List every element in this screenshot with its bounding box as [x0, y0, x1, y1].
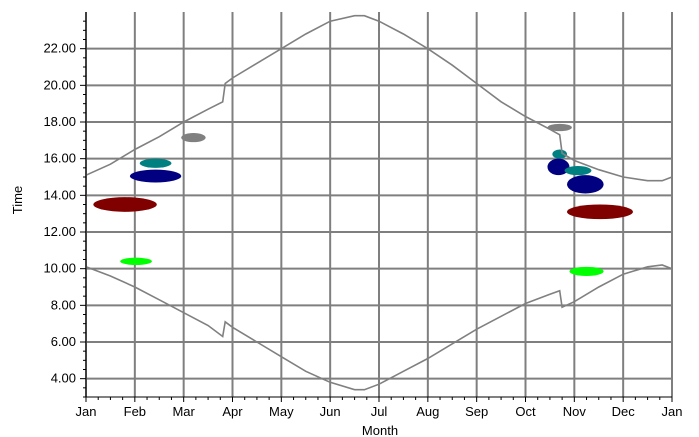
y-tick-label: 12.00 — [43, 224, 76, 239]
data-blob — [552, 149, 568, 159]
x-tick-label: Apr — [222, 404, 243, 419]
series-line — [85, 264, 673, 391]
x-tick-label: Mar — [172, 404, 195, 419]
data-blob — [139, 158, 172, 168]
data-blob — [181, 133, 206, 143]
x-tick-label: Jul — [371, 404, 388, 419]
x-tick-label: Feb — [124, 404, 146, 419]
x-tick-labels: Jan Feb Mar Apr May Jun Jul Aug Sep Oct Nov Dec Jan — [76, 404, 683, 419]
data-blob — [120, 257, 152, 266]
y-tick-label: 14.00 — [43, 187, 76, 202]
y-tick-label: 18.00 — [43, 114, 76, 129]
series-lines — [85, 14, 673, 391]
x-tick-label: Oct — [515, 404, 536, 419]
x-axis-label: Month — [362, 423, 398, 437]
y-tick-label: 22.00 — [43, 41, 76, 56]
y-tick-label: 16.00 — [43, 151, 76, 166]
data-blob — [547, 158, 570, 176]
x-tick-label: Jan — [662, 404, 683, 419]
data-blob — [569, 266, 604, 276]
y-axis-label: Time — [10, 186, 25, 214]
data-blobs — [93, 123, 633, 276]
y-tick-label: 20.00 — [43, 77, 76, 92]
x-tick-label: Jan — [76, 404, 97, 419]
data-blob — [567, 175, 604, 194]
x-tick-label: May — [269, 404, 294, 419]
data-blob — [93, 197, 157, 212]
chart-grid — [85, 12, 673, 397]
y-tick-label: 4.00 — [51, 371, 76, 386]
data-blob — [129, 169, 182, 183]
data-blob — [547, 123, 572, 132]
x-tick-label: Sep — [465, 404, 488, 419]
y-tick-label: 8.00 — [51, 297, 76, 312]
y-tick-label: 10.00 — [43, 261, 76, 276]
x-tick-label: Nov — [563, 404, 587, 419]
x-tick-label: Jun — [320, 404, 341, 419]
data-blob — [564, 166, 592, 176]
series-line — [85, 14, 673, 182]
data-blob — [567, 204, 633, 220]
x-tick-label: Dec — [612, 404, 636, 419]
x-tick-label: Aug — [416, 404, 439, 419]
y-tick-label: 6.00 — [51, 334, 76, 349]
y-tick-labels: 4.00 6.00 8.00 10.00 12.00 14.00 16.00 18.00 20.… — [43, 41, 76, 386]
